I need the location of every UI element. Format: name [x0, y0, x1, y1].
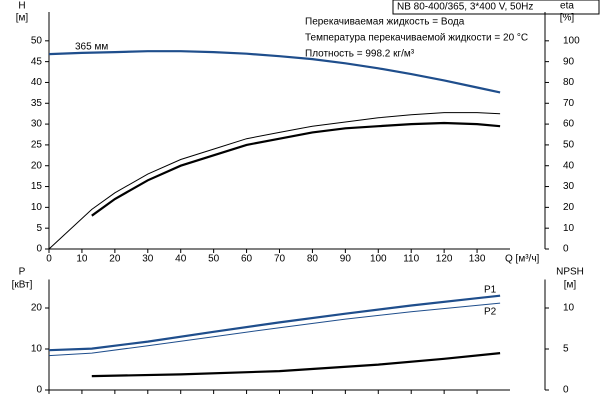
series-label: P1: [484, 285, 497, 296]
y2-axis-label: eta: [560, 1, 574, 12]
y-axis-label: P: [19, 267, 26, 278]
y-tick-label: 40: [31, 77, 43, 88]
y-tick-label: 35: [31, 98, 43, 109]
x-tick-label: 110: [403, 254, 419, 265]
y-tick-label: 0: [36, 244, 42, 255]
y2-tick-label: 30: [563, 181, 575, 192]
x-tick-label: 40: [175, 254, 187, 265]
x-tick-label: 30: [142, 254, 154, 265]
y2-tick-label: 10: [563, 303, 575, 314]
y-tick-label: 30: [31, 119, 43, 130]
curve: [48, 302, 501, 357]
y2-tick-label: 10: [563, 223, 575, 234]
x-tick-label: 70: [274, 254, 286, 265]
curve: [91, 352, 501, 378]
curve: [48, 112, 501, 250]
y-tick-label: 0: [36, 385, 42, 396]
curve: [48, 294, 501, 352]
y2-tick-label: 0: [563, 385, 569, 396]
x-tick-label: 50: [208, 254, 220, 265]
y-tick-label: 10: [31, 202, 43, 213]
y-tick-label: 50: [31, 35, 43, 46]
y2-tick-label: 20: [563, 202, 575, 213]
y2-axis-label: NPSH: [556, 267, 584, 278]
curve: [48, 50, 501, 94]
x-tick-label: 120: [436, 254, 453, 265]
x-tick-label: 90: [340, 254, 352, 265]
y-axis-label: H: [18, 1, 25, 12]
y-tick-label: 20: [31, 303, 43, 314]
info-box: [392, 0, 600, 15]
pump-model: NB 80-400/365, 3*400 V, 50Hz: [397, 2, 533, 13]
temperature: Температура перекачиваемой жидкости = 20…: [305, 33, 528, 44]
y2-tick-label: 0: [563, 244, 569, 255]
y-tick-label: 45: [31, 56, 43, 67]
y2-tick-label: 100: [563, 35, 580, 46]
x-tick-label: 10: [76, 254, 88, 265]
y2-axis-unit: [м]: [564, 280, 577, 291]
curve: [91, 121, 501, 217]
y-tick-label: 25: [31, 140, 43, 151]
density: Плотность = 998.2 кг/м³: [305, 49, 415, 60]
y2-tick-label: 80: [563, 77, 575, 88]
y2-tick-label: 50: [563, 140, 575, 151]
x-tick-label: 60: [241, 254, 253, 265]
y2-axis-unit: [%]: [560, 13, 575, 24]
y-tick-label: 10: [31, 344, 43, 355]
x-tick-label: 100: [370, 254, 387, 265]
y2-tick-label: 90: [563, 56, 575, 67]
x-tick-label: 0: [46, 254, 52, 265]
liquid: Перекачиваемая жидкость = Вода: [305, 17, 465, 28]
x-axis-label: Q [м³/ч]: [505, 254, 540, 265]
series-label: P2: [484, 307, 497, 318]
y-tick-label: 15: [31, 181, 43, 192]
y-axis-unit: [кВт]: [12, 280, 33, 291]
y-tick-label: 5: [36, 223, 42, 234]
y2-tick-label: 60: [563, 119, 575, 130]
x-tick-label: 20: [109, 254, 121, 265]
x-tick-label: 80: [307, 254, 319, 265]
y2-tick-label: 40: [563, 160, 575, 171]
y2-tick-label: 5: [563, 344, 569, 355]
x-tick-label: 130: [469, 254, 486, 265]
y-tick-label: 20: [31, 160, 43, 171]
series-label: 365 мм: [75, 42, 108, 53]
y-axis-unit: [м]: [16, 13, 29, 24]
y2-tick-label: 70: [563, 98, 575, 109]
